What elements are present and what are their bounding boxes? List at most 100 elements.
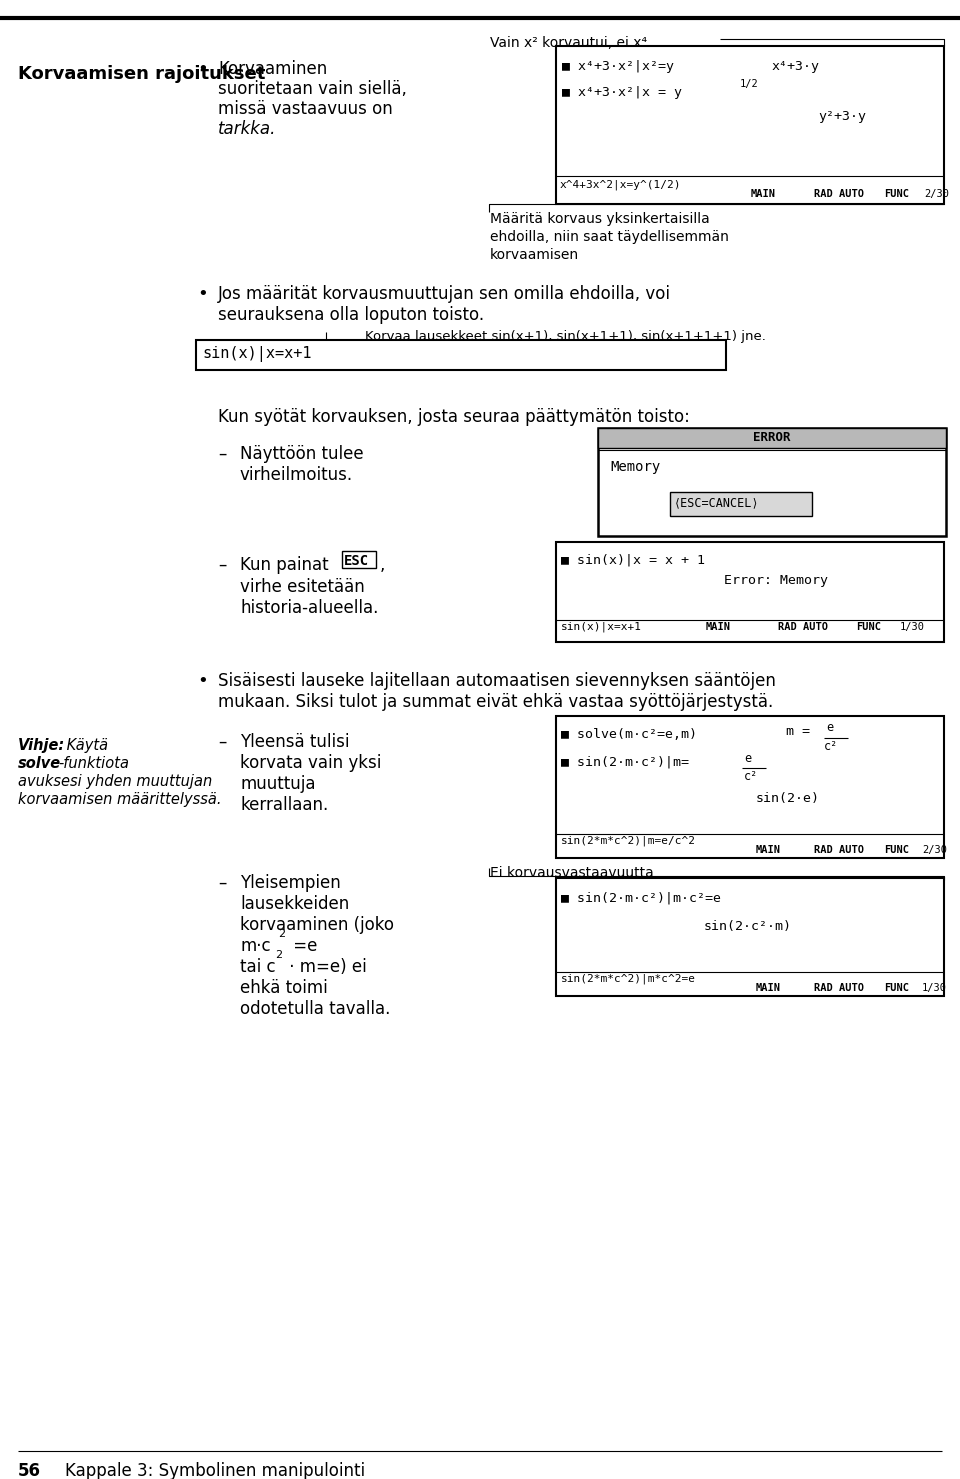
Text: FUNC: FUNC: [884, 984, 909, 992]
Text: ■ x⁴+3·x²|x²=y: ■ x⁴+3·x²|x²=y: [562, 61, 674, 72]
Text: missä vastaavuus on: missä vastaavuus on: [218, 101, 393, 118]
Text: 2/30: 2/30: [924, 189, 949, 200]
Text: historia-alueella.: historia-alueella.: [240, 599, 378, 617]
Text: •: •: [197, 285, 207, 303]
Text: 2: 2: [275, 950, 282, 960]
Text: FUNC: FUNC: [884, 189, 909, 200]
Text: –: –: [218, 556, 227, 574]
Text: sin(x)|x=x+1: sin(x)|x=x+1: [561, 623, 642, 633]
Text: Korvaa lausekkeet sin(x+1), sin(x+1+1), sin(x+1+1+1) jne.: Korvaa lausekkeet sin(x+1), sin(x+1+1), …: [365, 330, 766, 343]
Text: muuttuja: muuttuja: [240, 775, 316, 793]
Text: korvaamisen määrittelyssä.: korvaamisen määrittelyssä.: [18, 791, 222, 808]
Text: ehkä toimi: ehkä toimi: [240, 979, 327, 997]
Text: Jos määrität korvausmuuttujan sen omilla ehdoilla, voi: Jos määrität korvausmuuttujan sen omilla…: [218, 285, 671, 303]
Text: lausekkeiden: lausekkeiden: [240, 895, 349, 913]
Text: mukaan. Siksi tulot ja summat eivät ehkä vastaa syöttöjärjestystä.: mukaan. Siksi tulot ja summat eivät ehkä…: [218, 694, 773, 711]
Text: Korvaaminen: Korvaaminen: [218, 61, 327, 78]
Text: Vihje:: Vihje:: [18, 738, 65, 753]
Text: ■ x⁴+3·x²|x = y: ■ x⁴+3·x²|x = y: [562, 86, 682, 99]
Text: ehdoilla, niin saat täydellisemmän: ehdoilla, niin saat täydellisemmän: [490, 231, 729, 244]
Text: m =: m =: [786, 725, 810, 738]
Text: avuksesi yhden muuttujan: avuksesi yhden muuttujan: [18, 774, 212, 788]
Text: -funktiota: -funktiota: [58, 756, 129, 771]
Text: sin(2·e): sin(2·e): [756, 791, 820, 805]
Text: suoritetaan vain siellä,: suoritetaan vain siellä,: [218, 80, 407, 98]
Bar: [196, 340, 726, 370]
Text: Ei korvausvastaavuutta: Ei korvausvastaavuutta: [490, 867, 654, 880]
Text: e: e: [826, 720, 833, 734]
Text: MAIN: MAIN: [756, 845, 781, 855]
Bar: [556, 716, 944, 858]
Text: Memory: Memory: [610, 460, 660, 473]
Text: Sisäisesti lauseke lajitellaan automaatisen sievennyksen sääntöjen: Sisäisesti lauseke lajitellaan automaati…: [218, 671, 776, 691]
Text: virheilmoitus.: virheilmoitus.: [240, 466, 353, 484]
Bar: [598, 427, 946, 448]
Text: 2: 2: [278, 929, 285, 939]
Text: ■ sin(2·m·c²)|m·c²=e: ■ sin(2·m·c²)|m·c²=e: [561, 892, 721, 905]
Text: RAD AUTO: RAD AUTO: [778, 623, 828, 632]
Text: Määritä korvaus yksinkertaisilla: Määritä korvaus yksinkertaisilla: [490, 211, 709, 226]
Text: korvaaminen (joko: korvaaminen (joko: [240, 916, 394, 935]
Text: 1/30: 1/30: [922, 984, 947, 992]
Text: Korvaamisen rajoitukset: Korvaamisen rajoitukset: [18, 65, 265, 83]
Text: c²: c²: [744, 771, 758, 782]
Text: Kappale 3: Symbolinen manipulointi: Kappale 3: Symbolinen manipulointi: [65, 1463, 365, 1479]
Text: RAD AUTO: RAD AUTO: [814, 845, 864, 855]
Text: MAIN: MAIN: [751, 189, 776, 200]
Text: RAD AUTO: RAD AUTO: [814, 189, 864, 200]
Text: Error: Memory: Error: Memory: [724, 574, 828, 587]
Bar: [670, 493, 812, 516]
Text: 1/2: 1/2: [740, 78, 758, 89]
Text: · m=e) ei: · m=e) ei: [284, 958, 367, 976]
Text: Yleensä tulisi: Yleensä tulisi: [240, 734, 349, 751]
Text: Yleisempien: Yleisempien: [240, 874, 341, 892]
Text: =e: =e: [288, 938, 318, 955]
Text: tarkka.: tarkka.: [218, 120, 276, 138]
Bar: [556, 46, 944, 204]
Text: RAD AUTO: RAD AUTO: [814, 984, 864, 992]
Text: ⟨ESC=CANCEL⟩: ⟨ESC=CANCEL⟩: [674, 495, 759, 509]
Text: virhe esitetään: virhe esitetään: [240, 578, 365, 596]
Text: FUNC: FUNC: [884, 845, 909, 855]
Bar: [342, 552, 376, 568]
Text: sin(2·c²·m): sin(2·c²·m): [704, 920, 792, 933]
Text: ERROR: ERROR: [754, 430, 791, 444]
Text: MAIN: MAIN: [706, 623, 731, 632]
Text: 2/30: 2/30: [922, 845, 947, 855]
Text: ■ sin(2·m·c²)|m=: ■ sin(2·m·c²)|m=: [561, 756, 689, 769]
Bar: [598, 427, 946, 535]
Text: korvata vain yksi: korvata vain yksi: [240, 754, 381, 772]
Text: tai c: tai c: [240, 958, 276, 976]
Text: x⁴+3·y: x⁴+3·y: [772, 61, 820, 72]
Bar: [556, 541, 944, 642]
Text: •: •: [197, 61, 207, 78]
Text: korvaamisen: korvaamisen: [490, 248, 579, 262]
Text: y²+3·y: y²+3·y: [818, 109, 866, 123]
Text: sin(x)|x=x+1: sin(x)|x=x+1: [202, 346, 311, 362]
Text: 1/30: 1/30: [900, 623, 925, 632]
Text: –: –: [218, 734, 227, 751]
Text: •: •: [197, 671, 207, 691]
Text: ESC: ESC: [344, 555, 370, 568]
Text: Kun painat: Kun painat: [240, 556, 334, 574]
Text: ■ solve(m·c²=e,m): ■ solve(m·c²=e,m): [561, 728, 697, 741]
Text: Käytä: Käytä: [62, 738, 112, 753]
Text: seurauksena olla loputon toisto.: seurauksena olla loputon toisto.: [218, 306, 484, 324]
Bar: [556, 879, 944, 995]
Text: Näyttöön tulee: Näyttöön tulee: [240, 445, 364, 463]
Text: –: –: [218, 874, 227, 892]
Text: m·c: m·c: [240, 938, 271, 955]
Text: ,: ,: [380, 556, 385, 574]
Text: Vain x² korvautui, ei x⁴.: Vain x² korvautui, ei x⁴.: [490, 35, 652, 50]
Text: odotetulla tavalla.: odotetulla tavalla.: [240, 1000, 391, 1018]
Text: c²: c²: [824, 740, 838, 753]
Text: Kun syötät korvauksen, josta seuraa päättymätön toisto:: Kun syötät korvauksen, josta seuraa päät…: [218, 408, 690, 426]
Text: MAIN: MAIN: [756, 984, 781, 992]
Text: –: –: [218, 445, 227, 463]
Text: sin(2*m*c^2)|m=e/c^2: sin(2*m*c^2)|m=e/c^2: [561, 836, 696, 846]
Text: solve: solve: [18, 756, 61, 771]
Text: e: e: [744, 751, 751, 765]
Text: x^4+3x^2|x=y^(1/2): x^4+3x^2|x=y^(1/2): [560, 179, 682, 189]
Text: kerrallaan.: kerrallaan.: [240, 796, 328, 813]
Text: ■ sin(x)|x = x + 1: ■ sin(x)|x = x + 1: [561, 555, 705, 566]
